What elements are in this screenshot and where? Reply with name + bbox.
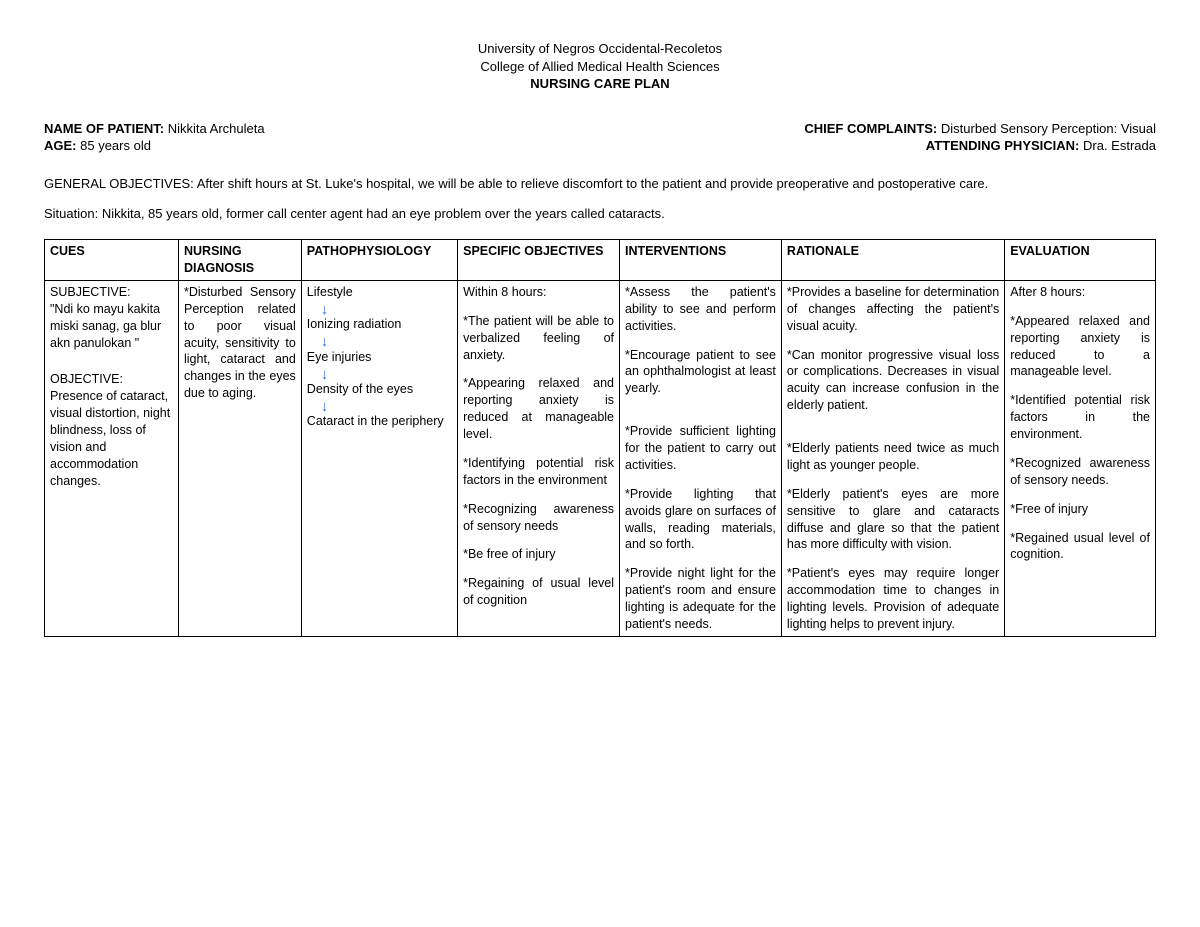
arrow-icon: ↓ xyxy=(321,400,452,414)
situation: Situation: Nikkita, 85 years old, former… xyxy=(44,206,1156,221)
obj-6: *Regaining of usual level of cognition xyxy=(463,575,614,609)
header-line-1: University of Negros Occidental-Recoleto… xyxy=(44,40,1156,58)
age-label: AGE: xyxy=(44,138,77,153)
diagnosis-text: *Disturbed Sensory Perception related to… xyxy=(184,284,296,402)
cell-evaluation: After 8 hours: *Appeared relaxed and rep… xyxy=(1005,280,1156,636)
attending-physician: ATTENDING PHYSICIAN: Dra. Estrada xyxy=(926,138,1156,153)
eval-3: *Recognized awareness of sensory needs. xyxy=(1010,455,1150,489)
complaints-value: Disturbed Sensory Perception: Visual xyxy=(941,121,1156,136)
cell-cues: SUBJECTIVE: "Ndi ko mayu kakita miski sa… xyxy=(45,280,179,636)
th-objectives: SPECIFIC OBJECTIVES xyxy=(458,240,620,281)
care-plan-table: CUES NURSING DIAGNOSIS PATHOPHYSIOLOGY S… xyxy=(44,239,1156,637)
obj-3: *Identifying potential risk factors in t… xyxy=(463,455,614,489)
int-4: *Provide lighting that avoids glare on s… xyxy=(625,486,776,554)
physician-label: ATTENDING PHYSICIAN: xyxy=(926,138,1080,153)
eval-4: *Free of injury xyxy=(1010,501,1150,518)
subjective-text: "Ndi ko mayu kakita miski sanag, ga blur… xyxy=(50,301,173,352)
name-value: Nikkita Archuleta xyxy=(168,121,265,136)
th-patho: PATHOPHYSIOLOGY xyxy=(301,240,457,281)
cell-diagnosis: *Disturbed Sensory Perception related to… xyxy=(178,280,301,636)
chief-complaints: CHIEF COMPLAINTS: Disturbed Sensory Perc… xyxy=(804,121,1156,136)
cell-rationale: *Provides a baseline for determination o… xyxy=(781,280,1004,636)
complaints-label: CHIEF COMPLAINTS: xyxy=(804,121,937,136)
arrow-icon: ↓ xyxy=(321,335,452,349)
header-line-3: NURSING CARE PLAN xyxy=(44,75,1156,93)
int-3: *Provide sufficient lighting for the pat… xyxy=(625,423,776,474)
document-header: University of Negros Occidental-Recoleto… xyxy=(44,40,1156,93)
table-header-row: CUES NURSING DIAGNOSIS PATHOPHYSIOLOGY S… xyxy=(45,240,1156,281)
general-objectives: GENERAL OBJECTIVES: After shift hours at… xyxy=(44,175,1156,193)
rat-2: *Can monitor progressive visual loss or … xyxy=(787,347,999,415)
objectives-text: After shift hours at St. Luke's hospital… xyxy=(197,176,989,191)
header-line-2: College of Allied Medical Health Science… xyxy=(44,58,1156,76)
obj-4: *Recognizing awareness of sensory needs xyxy=(463,501,614,535)
th-evaluation: EVALUATION xyxy=(1005,240,1156,281)
objective-text: Presence of cataract, visual distortion,… xyxy=(50,388,173,489)
name-label: NAME OF PATIENT: xyxy=(44,121,164,136)
obj-2: *Appearing relaxed and reporting anxiety… xyxy=(463,375,614,443)
age-value: 85 years old xyxy=(80,138,151,153)
objectives-label: GENERAL OBJECTIVES: xyxy=(44,176,194,191)
int-2: *Encourage patient to see an ophthalmolo… xyxy=(625,347,776,398)
patho-4: Density of the eyes xyxy=(307,381,452,398)
rat-3: *Elderly patients need twice as much lig… xyxy=(787,440,999,474)
table-row: SUBJECTIVE: "Ndi ko mayu kakita miski sa… xyxy=(45,280,1156,636)
cell-specific-objectives: Within 8 hours: *The patient will be abl… xyxy=(458,280,620,636)
patho-5: Cataract in the periphery xyxy=(307,413,452,430)
patient-info: NAME OF PATIENT: Nikkita Archuleta CHIEF… xyxy=(44,121,1156,153)
arrow-icon: ↓ xyxy=(321,303,452,317)
int-1: *Assess the patient's ability to see and… xyxy=(625,284,776,335)
arrow-icon: ↓ xyxy=(321,368,452,382)
int-5: *Provide night light for the patient's r… xyxy=(625,565,776,633)
patho-2: Ionizing radiation xyxy=(307,316,452,333)
rat-1: *Provides a baseline for determination o… xyxy=(787,284,999,335)
objective-label: OBJECTIVE: xyxy=(50,371,173,388)
patient-name: NAME OF PATIENT: Nikkita Archuleta xyxy=(44,121,265,136)
th-cues: CUES xyxy=(45,240,179,281)
eval-1: *Appeared relaxed and reporting anxiety … xyxy=(1010,313,1150,381)
obj-lead: Within 8 hours: xyxy=(463,284,614,301)
situation-text: Nikkita, 85 years old, former call cente… xyxy=(102,206,665,221)
eval-2: *Identified potential risk factors in th… xyxy=(1010,392,1150,443)
cell-pathophysiology: Lifestyle ↓ Ionizing radiation ↓ Eye inj… xyxy=(301,280,457,636)
th-interventions: INTERVENTIONS xyxy=(620,240,782,281)
th-rationale: RATIONALE xyxy=(781,240,1004,281)
patho-1: Lifestyle xyxy=(307,284,452,301)
rat-5: *Patient's eyes may require longer accom… xyxy=(787,565,999,633)
patho-3: Eye injuries xyxy=(307,349,452,366)
patient-age: AGE: 85 years old xyxy=(44,138,151,153)
subjective-label: SUBJECTIVE: xyxy=(50,284,173,301)
rat-4: *Elderly patient's eyes are more sensiti… xyxy=(787,486,999,554)
obj-1: *The patient will be able to verbalized … xyxy=(463,313,614,364)
th-diagnosis: NURSING DIAGNOSIS xyxy=(178,240,301,281)
eval-5: *Regained usual level of cognition. xyxy=(1010,530,1150,564)
physician-value: Dra. Estrada xyxy=(1083,138,1156,153)
eval-lead: After 8 hours: xyxy=(1010,284,1150,301)
obj-5: *Be free of injury xyxy=(463,546,614,563)
situation-label: Situation: xyxy=(44,206,98,221)
cell-interventions: *Assess the patient's ability to see and… xyxy=(620,280,782,636)
